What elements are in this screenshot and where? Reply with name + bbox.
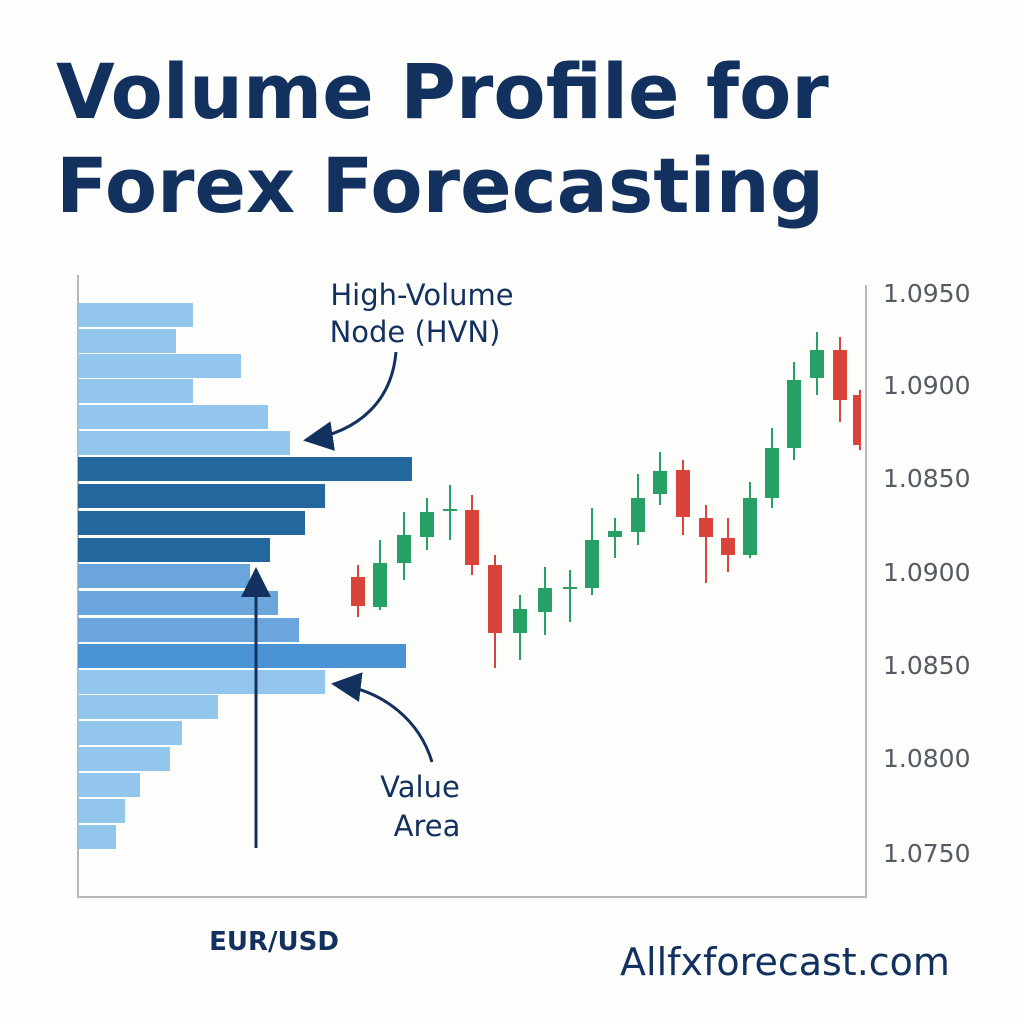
candle-body — [853, 395, 859, 445]
annotation: Node (HVN) — [330, 315, 501, 349]
pair-label: EUR/USD — [209, 927, 339, 957]
volume-bar — [78, 773, 140, 797]
candle-body — [653, 471, 667, 494]
price-labels: 1.0950 1.0900 1.0850 1.0900 1.0850 1.0800 1.07… — [883, 279, 970, 868]
volume-bar — [78, 303, 193, 327]
candle-body — [373, 563, 387, 607]
volume-bar — [78, 644, 406, 668]
candle-body — [699, 518, 713, 537]
title-line: Forex Forecasting — [56, 141, 824, 230]
volume-bar — [78, 484, 325, 508]
volume-bar — [78, 618, 299, 642]
annotation: Value — [380, 770, 460, 804]
candles — [351, 332, 861, 668]
candle-body — [443, 509, 457, 511]
candle-body — [563, 587, 577, 589]
candle-body — [765, 448, 779, 498]
price-label: 1.0900 — [883, 558, 970, 587]
volume-bar — [78, 670, 325, 694]
volume-bar — [78, 695, 218, 719]
candle-body — [420, 512, 434, 537]
candle-body — [608, 531, 622, 537]
annotation: Area — [394, 809, 461, 843]
volume-bar — [78, 431, 290, 455]
price-label: 1.0900 — [883, 371, 970, 400]
annotation: High-Volume — [330, 278, 513, 312]
candle-body — [810, 350, 824, 378]
arrows — [241, 351, 434, 848]
volume-bar — [78, 825, 116, 849]
candle-body — [488, 565, 502, 633]
candle-body — [833, 350, 847, 400]
volume-bar — [78, 564, 250, 588]
candle-body — [721, 538, 735, 555]
price-label: 1.0800 — [883, 744, 970, 773]
candle-body — [676, 470, 690, 517]
candle-body — [538, 588, 552, 612]
volume-bar — [78, 511, 305, 535]
price-label: 1.0850 — [883, 651, 970, 680]
site-label: Allfxforecast.com — [620, 940, 950, 984]
volume-bar — [78, 721, 182, 745]
price-label: 1.0850 — [883, 464, 970, 493]
volume-bar — [78, 379, 193, 403]
candle-body — [465, 510, 479, 565]
candle-body — [585, 540, 599, 588]
volume-bar — [78, 538, 270, 562]
volume-bar — [78, 799, 125, 823]
candle-body — [513, 609, 527, 633]
candle-body — [397, 535, 411, 563]
volume-bar — [78, 329, 176, 353]
price-label: 1.0750 — [883, 839, 970, 868]
price-label: 1.0950 — [883, 279, 970, 308]
title-line: Volume Profile for — [56, 47, 829, 136]
volume-bar — [78, 747, 170, 771]
candle-body — [631, 498, 645, 532]
candle-body — [743, 498, 757, 555]
candle-body — [351, 577, 365, 606]
volume-bar — [78, 591, 278, 615]
candle-body — [787, 380, 801, 448]
volume-bar — [78, 405, 268, 429]
volume-profile — [78, 303, 412, 849]
volume-bar — [78, 457, 412, 481]
volume-bar — [78, 354, 241, 378]
